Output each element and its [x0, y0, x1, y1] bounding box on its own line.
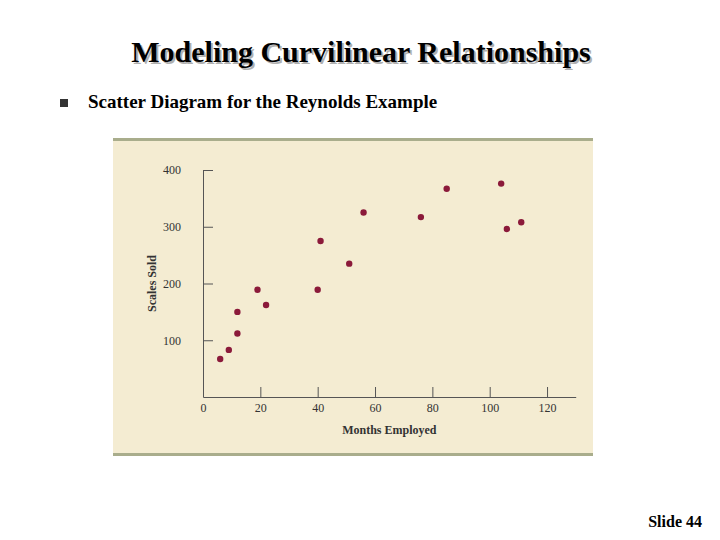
scatter-point — [346, 260, 352, 266]
x-tick-mark — [260, 387, 261, 397]
scatter-point — [234, 309, 240, 315]
x-tick: 60 — [370, 387, 382, 415]
heading: Modeling Curvilinear Relationships — [131, 35, 591, 68]
x-tick-label: 100 — [481, 401, 499, 415]
x-axis-line — [204, 397, 577, 398]
y-tick-label: 400 — [163, 163, 181, 177]
bullet-square — [60, 99, 68, 107]
panel-border-top — [113, 138, 593, 141]
y-axis: 100 200 300 400 — [163, 163, 213, 397]
y-tick-mark — [203, 340, 213, 341]
x-tick-label: 80 — [427, 401, 439, 415]
y-tick: 300 — [163, 220, 213, 234]
scatter-point — [314, 287, 320, 293]
x-tick-mark — [375, 387, 376, 397]
y-tick-label: 100 — [163, 334, 181, 348]
x-tick: 20 — [255, 387, 267, 415]
panel-border-bottom — [113, 453, 593, 456]
x-tick-label: 120 — [539, 401, 557, 415]
x-tick: 100 — [481, 387, 499, 415]
scatter-point — [234, 330, 240, 336]
scatter-point — [360, 209, 366, 215]
x-tick-mark — [432, 387, 433, 397]
scatter-point — [418, 214, 424, 220]
scatter-point — [504, 226, 510, 232]
y-tick-mark — [203, 170, 213, 171]
scatter-point — [217, 356, 223, 362]
y-tick-mark — [203, 284, 213, 285]
x-tick: 120 — [539, 387, 557, 415]
x-tick: 40 — [312, 387, 324, 415]
x-tick: 80 — [427, 387, 439, 415]
scatter-point — [254, 287, 260, 293]
x-tick-mark — [490, 387, 491, 397]
scatter-point — [498, 180, 504, 186]
y-tick-mark — [203, 227, 213, 228]
slide: Modeling Curvilinear RelationshipsModeli… — [0, 0, 720, 540]
y-tick: 100 — [163, 334, 213, 348]
x-tick-label: 0 — [201, 401, 207, 415]
x-axis-title: Months Employed — [342, 423, 437, 437]
x-tick-mark — [318, 387, 319, 397]
x-tick-label: 20 — [255, 401, 267, 415]
y-tick: 400 — [163, 163, 213, 177]
y-tick-label: 300 — [163, 220, 181, 234]
y-tick-label: 200 — [163, 277, 181, 291]
scatter-point — [317, 238, 323, 244]
x-axis: 0 20 40 60 80 100 120 — [201, 387, 577, 415]
scatter-point — [226, 347, 232, 353]
x-tick-mark — [547, 387, 548, 397]
y-tick: 200 — [163, 277, 213, 291]
x-tick-label: 60 — [370, 401, 382, 415]
points — [217, 180, 524, 362]
x-tick-label: 40 — [312, 401, 324, 415]
y-axis-title: Scales Sold — [145, 255, 159, 312]
scatter-point — [263, 302, 269, 308]
footer: Slide 44 — [648, 513, 702, 530]
scatter-point — [443, 186, 449, 192]
scatter-point — [518, 219, 524, 225]
chart-panel — [113, 138, 593, 456]
bullet-text: Scatter Diagram for the Reynolds Example — [88, 91, 437, 112]
